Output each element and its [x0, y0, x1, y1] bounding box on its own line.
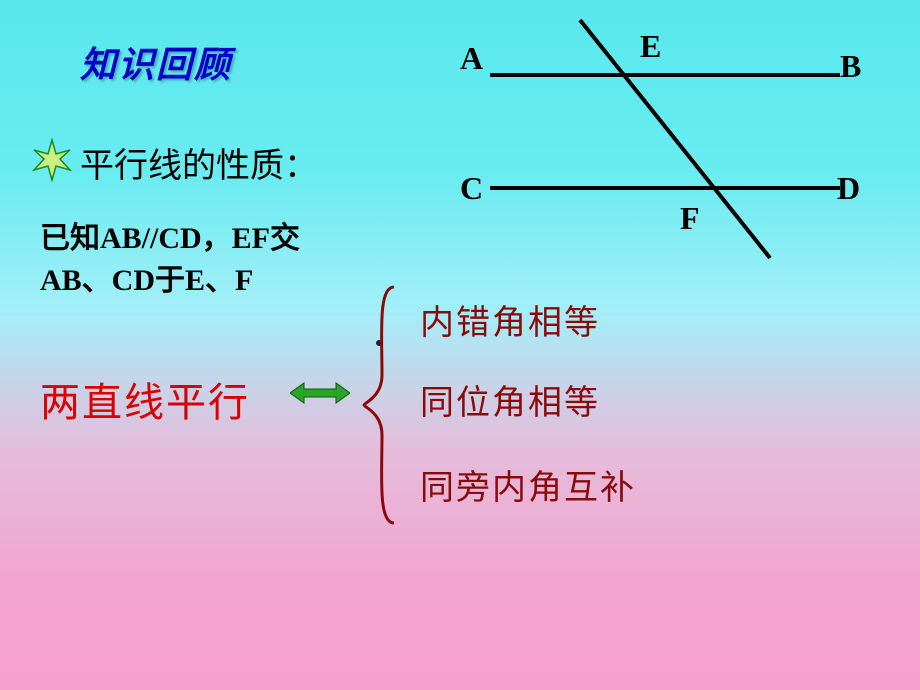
page-title: 知识回顾: [80, 36, 232, 88]
given-line-1: 已知AB//CD，EF交: [40, 222, 300, 255]
star-icon: [30, 138, 74, 182]
geometry-diagram: [440, 10, 900, 270]
label-f: F: [680, 200, 700, 237]
subtitle: 平行线的性质：: [80, 138, 318, 187]
property-3: 同旁内角互补: [420, 460, 636, 509]
parallel-statement: 两直线平行: [40, 370, 250, 428]
given-condition: 已知AB//CD，EF交 AB、CD于E、F: [40, 218, 400, 302]
property-1: 内错角相等: [420, 295, 600, 344]
label-d: D: [837, 170, 860, 207]
double-arrow-icon: [290, 378, 350, 408]
brace-icon: [360, 285, 400, 525]
line-ef: [580, 20, 770, 258]
label-a: A: [460, 40, 483, 77]
label-b: B: [840, 48, 861, 85]
property-2: 同位角相等: [420, 375, 600, 424]
given-line-2: AB、CD于E、F: [40, 264, 253, 297]
label-e: E: [640, 28, 661, 65]
label-c: C: [460, 170, 483, 207]
slide-content: 知识回顾 平行线的性质： 已知AB//CD，EF交 AB、CD于E、F 两直线平…: [0, 0, 920, 690]
